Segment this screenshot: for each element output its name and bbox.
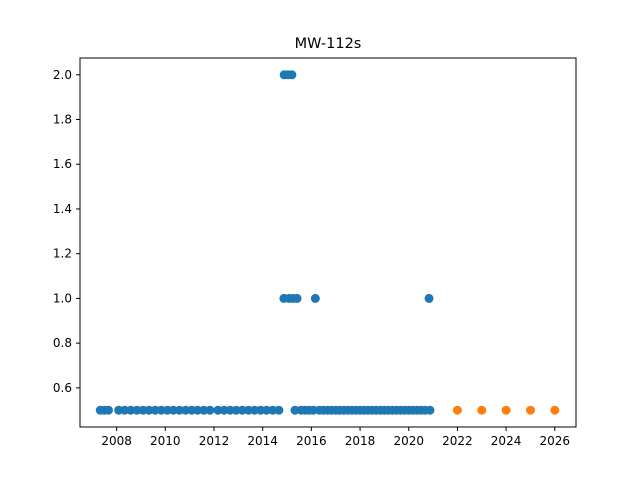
data-point-s2-5 — [550, 405, 560, 415]
data-point-s1-30 — [274, 405, 284, 415]
data-point-s1-71 — [424, 293, 434, 303]
x-axis: 2008 2010 2012 2014 2016 2018 2020 2022 2024 2026 — [101, 427, 570, 448]
x-tick-label: 2010 — [150, 434, 181, 448]
x-tick-label: 2022 — [442, 434, 473, 448]
y-tick-label: 0.6 — [53, 381, 72, 395]
x-tick-label: 2020 — [393, 434, 424, 448]
data-point-s1-3 — [103, 405, 113, 415]
data-point-s2-4 — [525, 405, 535, 415]
x-tick-label: 2016 — [296, 434, 327, 448]
y-tick-label: 0.8 — [53, 336, 72, 350]
y-axis: 0.6 0.8 1.0 1.2 1.4 1.6 1.8 2.0 — [53, 68, 80, 395]
x-tick-label: 2008 — [101, 434, 132, 448]
data-point-s2-1 — [452, 405, 462, 415]
x-tick-label: 2014 — [247, 434, 278, 448]
data-point-s1-35 — [287, 70, 297, 80]
y-tick-label: 1.2 — [53, 247, 72, 261]
y-tick-label: 1.6 — [53, 157, 72, 171]
data-point-s1-72 — [425, 405, 435, 415]
x-tick-label: 2024 — [491, 434, 522, 448]
x-tick-label: 2026 — [540, 434, 571, 448]
points-layer — [95, 70, 560, 415]
plot-frame — [79, 57, 577, 428]
chart-title: MW-112s — [295, 36, 362, 52]
y-tick-label: 1.4 — [53, 202, 72, 216]
data-point-s1-19 — [205, 405, 215, 415]
y-tick-label: 1.0 — [53, 291, 72, 305]
y-tick-label: 1.8 — [53, 113, 72, 127]
data-point-s1-37 — [292, 293, 302, 303]
x-tick-label: 2012 — [199, 434, 230, 448]
data-point-s2-2 — [477, 405, 487, 415]
data-point-s2-3 — [501, 405, 511, 415]
y-tick-label: 2.0 — [53, 68, 72, 82]
data-point-s1-43 — [310, 293, 320, 303]
x-tick-label: 2018 — [345, 434, 376, 448]
